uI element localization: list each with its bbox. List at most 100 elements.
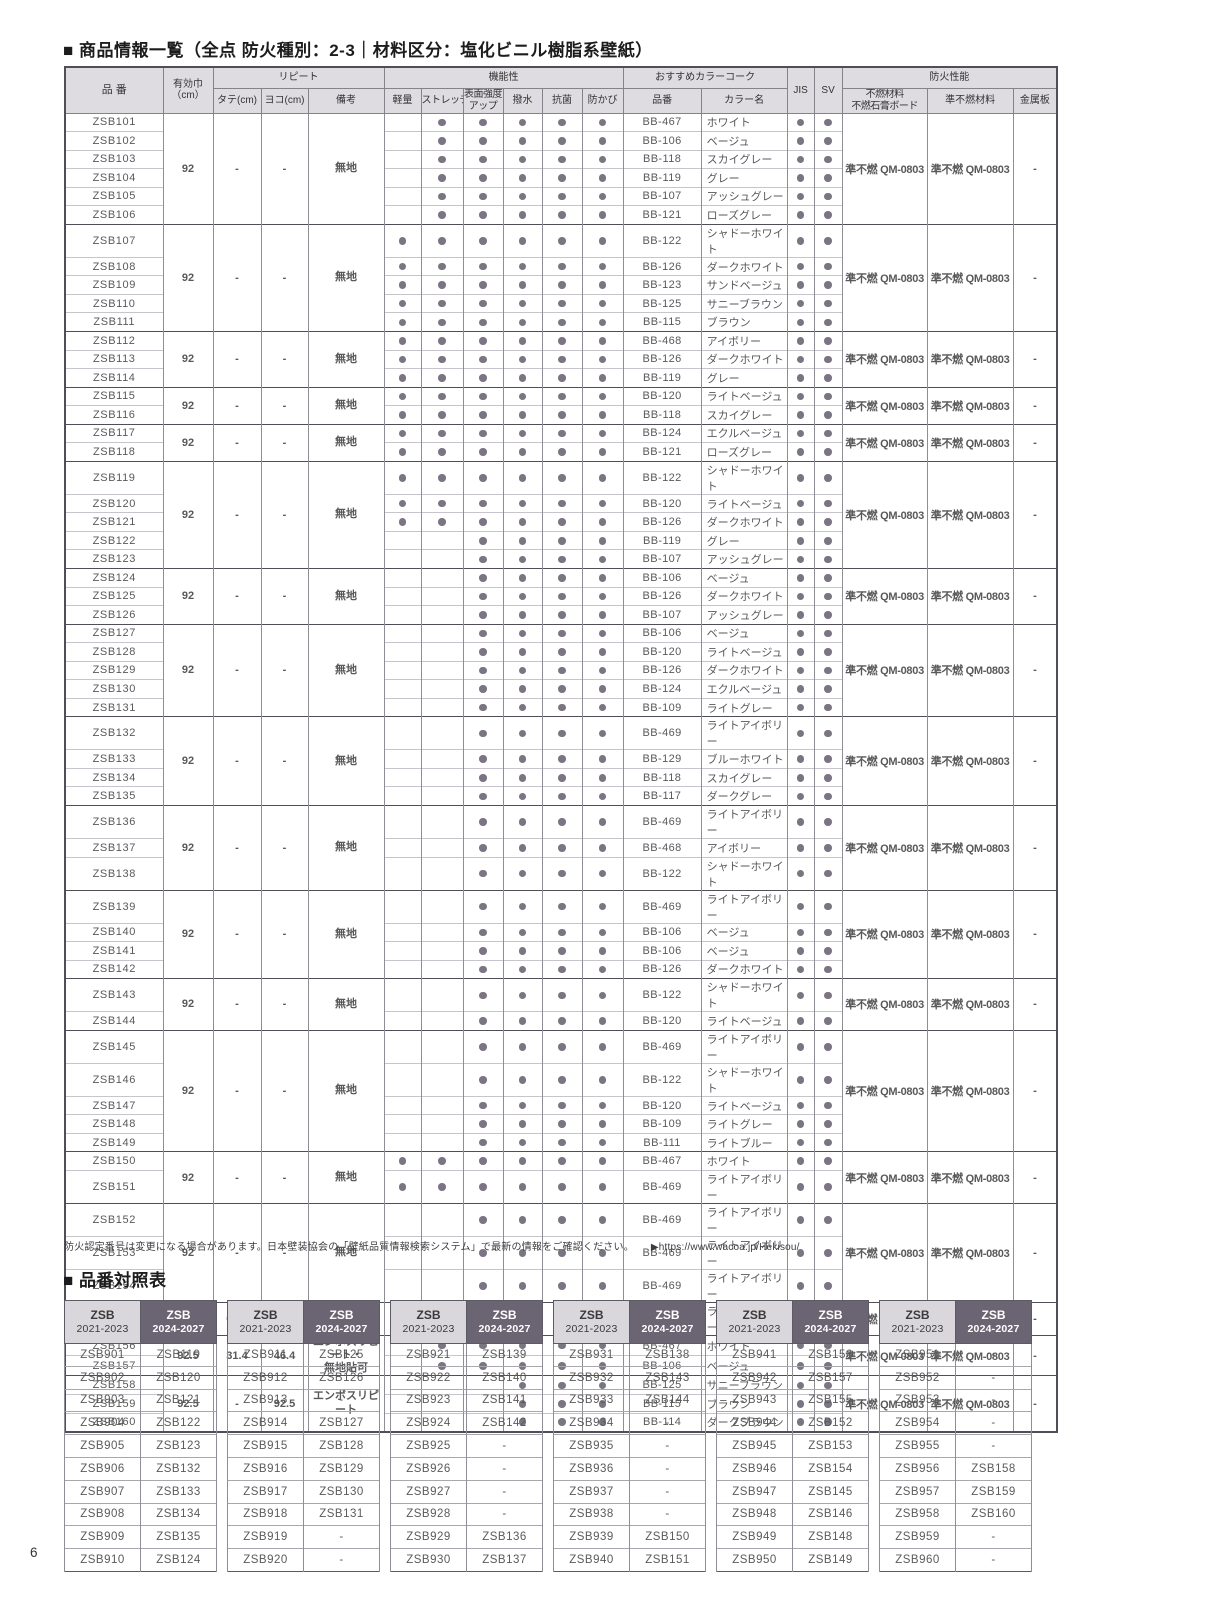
new-product-number: ZSB157	[792, 1365, 869, 1390]
fire-metal-plate: -	[1012, 223, 1058, 332]
color-name: シャドーホワイト	[700, 1062, 788, 1097]
cork-number: BB-119	[622, 368, 702, 388]
product-number: ZSB153	[64, 1235, 164, 1270]
fire-metal-plate: -	[1012, 460, 1058, 569]
effective-width: 92	[162, 805, 214, 891]
feature-water-repellent-dot	[518, 118, 527, 127]
jis-mark-dot	[796, 355, 805, 364]
old-product-number: ZSB946	[716, 1456, 793, 1481]
feature-surface-strength-dot	[479, 411, 487, 419]
color-name: グレー	[700, 530, 788, 550]
repeat-vertical: -	[212, 386, 262, 425]
feature-surface-strength	[462, 1268, 504, 1303]
feature-water-repellent	[502, 1202, 543, 1237]
jis-mark	[786, 838, 815, 858]
feature-antibacterial	[541, 1095, 583, 1115]
product-number: ZSB119	[64, 460, 164, 495]
feature-lightweight	[383, 275, 422, 295]
feature-water-repellent	[502, 1235, 543, 1270]
feature-lightweight	[383, 131, 422, 151]
col-header-zsb-2021-2023-years: 2021-2023	[239, 1322, 292, 1335]
old-product-number: ZSB922	[390, 1365, 467, 1390]
effective-width: 92	[162, 1029, 214, 1152]
color-name: スカイグレー	[700, 149, 788, 169]
repeat-horizontal: -	[260, 567, 309, 625]
product-number: ZSB103	[64, 149, 164, 169]
sv-mark-dot	[824, 499, 832, 508]
col-header-feature-stretch: ストレッチ	[420, 87, 464, 114]
feature-stretch	[420, 530, 464, 550]
feature-water-repellent-dot	[518, 1043, 527, 1051]
feature-water-repellent-dot	[518, 318, 527, 327]
repeat-vertical: -	[212, 623, 262, 717]
old-product-number: ZSB935	[553, 1434, 630, 1458]
col-header-zsb-2024-2027-years: 2024-2027	[315, 1322, 368, 1335]
feature-mildew-proof	[581, 1151, 624, 1171]
repeat-vertical: -	[212, 889, 262, 979]
sv-mark	[813, 1011, 843, 1031]
repeat-horizontal: -	[260, 223, 309, 332]
product-row: ZSB137 BB-468 アイボリー	[64, 838, 1057, 858]
repeat-vertical: -	[212, 978, 262, 1031]
jis-mark	[786, 149, 815, 169]
col-header-zsb-2024-2027-years: 2024-2027	[478, 1322, 531, 1335]
color-name: シャドーホワイト	[700, 978, 788, 1012]
product-row: ZSB153 BB-469 ライトアイボリー	[64, 1235, 1057, 1270]
old-product-number: ZSB951	[879, 1343, 956, 1367]
col-header-zsb-2024-2027: ZSB 2024-2027	[466, 1300, 543, 1344]
jis-mark	[786, 679, 815, 699]
color-name: ライトアイボリー	[700, 1235, 788, 1270]
fire-noncombustible: 準不燃 QM-0803	[841, 1029, 928, 1152]
repeat-vertical: -	[212, 567, 262, 625]
cork-number: BB-119	[622, 168, 702, 188]
old-product-number: ZSB950	[716, 1548, 793, 1572]
feature-water-repellent	[502, 749, 543, 769]
feature-mildew-proof	[581, 1011, 624, 1031]
feature-surface-strength-dot	[479, 281, 487, 289]
new-product-number: ZSB123	[140, 1434, 217, 1458]
feature-water-repellent	[502, 1011, 543, 1031]
sv-mark	[813, 149, 843, 169]
feature-stretch	[420, 423, 464, 443]
cork-number: BB-469	[622, 1235, 702, 1270]
feature-antibacterial-dot	[558, 518, 566, 526]
sv-mark-dot	[824, 537, 832, 545]
product-row: ZSB109 BB-123 サンドベージュ	[64, 275, 1057, 295]
sv-mark-dot	[824, 648, 832, 656]
feature-surface-strength-dot	[479, 611, 487, 619]
feature-surface-strength-dot	[479, 262, 487, 271]
color-name: ベージュ	[700, 623, 788, 643]
col-header-feature-antibacterial: 抗菌	[541, 87, 583, 114]
new-product-number: ZSB158	[955, 1456, 1032, 1481]
fire-noncombustible: 準不燃 QM-0803	[841, 623, 928, 717]
feature-antibacterial	[541, 112, 583, 132]
color-name: ライトベージュ	[700, 1095, 788, 1115]
jis-mark-dot	[796, 1043, 805, 1051]
remarks: 無地	[307, 716, 385, 806]
feature-mildew-proof-dot	[598, 965, 607, 974]
feature-lightweight-dot	[398, 518, 407, 526]
repeat-horizontal: -	[260, 330, 309, 388]
feature-lightweight	[383, 1062, 422, 1097]
feature-stretch	[420, 1268, 464, 1303]
product-info-table: 品 番 有効巾 （cm） リピート 機能性 おすすめカラーコーク JIS SV …	[64, 66, 1059, 1433]
jis-mark-dot	[796, 792, 805, 801]
feature-mildew-proof-dot	[598, 991, 607, 1000]
feature-water-repellent-dot	[518, 429, 527, 438]
feature-surface-strength	[462, 856, 504, 891]
feature-water-repellent-dot	[518, 685, 527, 693]
old-product-number: ZSB947	[716, 1479, 793, 1504]
sv-mark	[813, 312, 843, 332]
fire-noncombustible: 準不燃 QM-0803	[841, 1151, 928, 1204]
feature-surface-strength	[462, 1202, 504, 1237]
feature-water-repellent-dot	[518, 337, 527, 345]
old-product-number: ZSB917	[227, 1479, 304, 1504]
sv-mark-dot	[824, 928, 832, 937]
hekisou-link[interactable]: ▶https://www.wacoa.jp/Hekisou/	[650, 1242, 800, 1253]
color-name: アッシュグレー	[700, 605, 788, 625]
product-row: ZSB114 BB-119 グレー	[64, 368, 1057, 388]
feature-antibacterial	[541, 805, 583, 839]
col-header-zsb-2024-2027: ZSB 2024-2027	[955, 1300, 1032, 1344]
fire-metal-plate: -	[1012, 623, 1058, 717]
repeat-vertical: -	[212, 805, 262, 891]
